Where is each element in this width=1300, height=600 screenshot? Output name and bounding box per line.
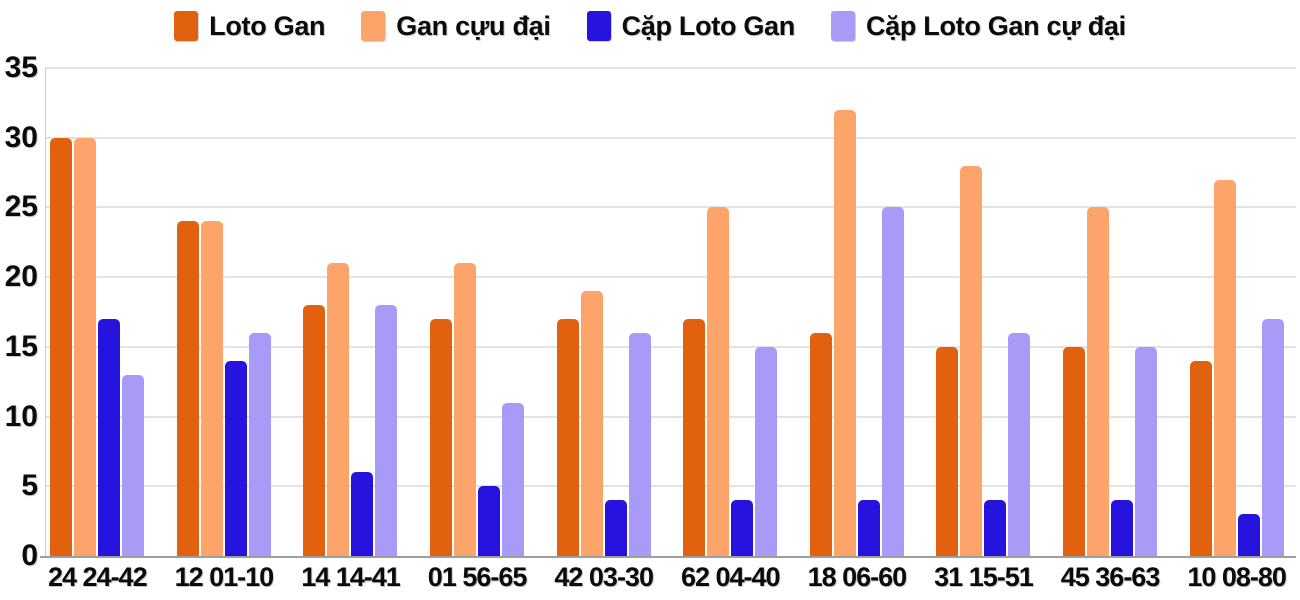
gridline-25	[45, 206, 1296, 209]
bar-gan-cựu-đại	[200, 221, 223, 556]
bar-cặp-loto-gan-cự-đại	[755, 346, 778, 556]
bar-group-45-36-63	[1047, 68, 1174, 556]
x-axis-category-label: 14 14-41	[301, 562, 401, 592]
legend-swatch-icon	[830, 11, 855, 41]
gridline-5	[45, 485, 1296, 488]
bar-group-31-15-51	[920, 68, 1047, 556]
legend-label: Cặp Loto Gan	[621, 10, 796, 41]
bar-loto-gan	[176, 221, 199, 556]
bar-group-14-14-41	[287, 68, 414, 556]
bar-group-42-03-30	[540, 68, 667, 556]
bar-loto-gan	[303, 305, 326, 556]
legend-swatch-icon	[174, 11, 199, 41]
bar-gan-cựu-đại	[1213, 179, 1236, 556]
bar-cặp-loto-gan-cự-đại	[1135, 346, 1158, 556]
bar-loto-gan	[1063, 346, 1086, 556]
bar-loto-gan	[50, 137, 73, 556]
bar-gan-cựu-đại	[833, 109, 856, 556]
gridline-35	[45, 67, 1296, 69]
bar-loto-gan	[430, 318, 453, 556]
x-axis-category-label: 42 03-30	[554, 562, 654, 592]
y-axis-tick-label: 20	[4, 260, 38, 294]
x-axis-category-label: 18 06-60	[807, 562, 908, 592]
bar-gan-cựu-đại	[960, 165, 983, 556]
bar-group-18-06-60	[794, 68, 921, 556]
legend-label: Loto Gan	[209, 10, 326, 41]
bar-cặp-loto-gan-cự-đại	[628, 332, 651, 556]
legend-swatch-icon	[586, 11, 611, 41]
y-axis-tick-label: 25	[4, 190, 38, 224]
bar-gan-cựu-đại	[454, 263, 477, 556]
x-axis-category-label: 24 24-42	[48, 562, 148, 592]
bar-loto-gan	[683, 318, 706, 556]
x-axis-category-label: 31 15-51	[934, 562, 1034, 592]
bar-cặp-loto-gan	[1237, 514, 1260, 556]
x-axis-category-label: 12 01-10	[174, 562, 275, 592]
bar-group-12-01-10	[161, 68, 288, 556]
bar-gan-cựu-đại	[1087, 207, 1110, 556]
bar-group-10-08-80	[1173, 68, 1300, 556]
gridline-20	[45, 276, 1296, 279]
bar-cặp-loto-gan-cự-đại	[881, 207, 904, 556]
bar-cặp-loto-gan	[1111, 500, 1134, 556]
bar-cặp-loto-gan	[224, 360, 247, 556]
y-axis-tick-label: 10	[4, 399, 38, 433]
legend-label: Cặp Loto Gan cự đại	[865, 10, 1126, 41]
x-axis-line	[40, 556, 1296, 558]
bar-group-62-04-40	[667, 68, 794, 556]
gridline-15	[45, 345, 1296, 348]
legend-swatch-icon	[361, 11, 386, 41]
gridline-30	[45, 136, 1296, 139]
legend-item-4[interactable]: Cặp Loto Gan cự đại	[830, 10, 1126, 42]
gridline-10	[45, 415, 1296, 418]
x-axis-category-label: 62 04-40	[680, 562, 781, 592]
legend-label: Gan cựu đại	[396, 10, 551, 41]
bars-area	[34, 68, 1300, 556]
bar-gan-cựu-đại	[327, 263, 350, 556]
bar-cặp-loto-gan-cự-đại	[122, 374, 145, 556]
bar-group-24-24-42	[34, 68, 161, 556]
y-axis-tick-label: 30	[4, 120, 38, 154]
bar-cặp-loto-gan-cự-đại	[248, 332, 271, 556]
bar-cặp-loto-gan-cự-đại	[1261, 318, 1284, 556]
bar-loto-gan	[556, 318, 579, 556]
bar-cặp-loto-gan	[857, 500, 880, 556]
y-axis-tick-label: 0	[21, 539, 38, 572]
bar-loto-gan	[809, 332, 832, 556]
bar-gan-cựu-đại	[580, 291, 603, 556]
bar-cặp-loto-gan	[351, 472, 374, 556]
legend: Loto Gan Gan cựu đại Cặp Loto Gan Cặp Loto …	[0, 7, 1300, 45]
legend-item-2[interactable]: Gan cựu đại	[361, 10, 551, 42]
y-axis-tick-label: 15	[4, 329, 38, 363]
legend-item-3[interactable]: Cặp Loto Gan	[586, 10, 796, 42]
bar-cặp-loto-gan	[478, 486, 501, 556]
x-axis-category-label: 01 56-65	[427, 562, 528, 592]
bar-cặp-loto-gan-cự-đại	[375, 305, 398, 556]
bar-loto-gan	[1189, 360, 1212, 556]
x-axis-labels: 24 24-42 12 01-10 14 14-41 01 56-65 42 03-30…	[34, 559, 1300, 595]
bar-cặp-loto-gan	[604, 500, 627, 556]
x-axis-category-label: 10 08-80	[1187, 562, 1287, 592]
bar-group-01-56-65	[414, 68, 541, 556]
y-axis-line	[45, 68, 46, 556]
legend-item-1[interactable]: Loto Gan	[174, 10, 326, 42]
bar-loto-gan	[936, 346, 959, 556]
x-axis-category-label: 45 36-63	[1060, 562, 1161, 592]
y-axis-tick-label: 5	[21, 469, 38, 503]
bar-cặp-loto-gan	[984, 500, 1007, 556]
bar-cặp-loto-gan	[731, 500, 754, 556]
bar-cặp-loto-gan-cự-đại	[1008, 332, 1031, 556]
bar-cặp-loto-gan	[98, 318, 121, 556]
bar-gan-cựu-đại	[707, 207, 730, 556]
bar-gan-cựu-đại	[74, 137, 97, 556]
y-axis-tick-label: 35	[4, 51, 38, 84]
bar-cặp-loto-gan-cự-đại	[502, 402, 525, 556]
